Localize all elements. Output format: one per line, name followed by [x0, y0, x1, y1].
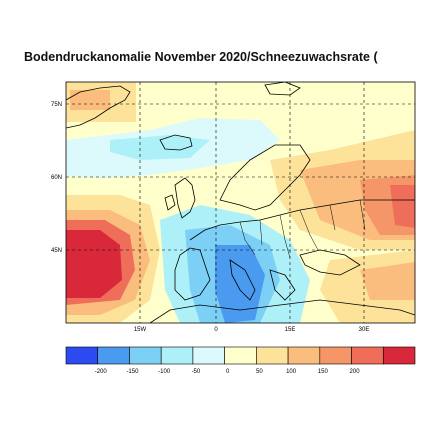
colorbar-swatch-1 [97, 346, 130, 365]
colorbar-label-2: -100 [158, 369, 171, 375]
lat-label-45: 45N [51, 248, 62, 254]
lon-label-30e: 30E [359, 327, 370, 333]
colorbar-label-3: -50 [192, 369, 201, 375]
colorbar-swatch-9 [351, 346, 384, 365]
colorbar-label-5: 50 [256, 369, 263, 375]
colorbar-label-1: -150 [126, 369, 139, 375]
lat-label-75: 75N [51, 102, 62, 108]
colorbar-swatch-3 [160, 346, 194, 365]
lon-label-15w: 15W [134, 327, 147, 333]
colorbar-swatch-0 [65, 346, 99, 365]
colorbar-swatch-5 [224, 346, 257, 365]
lon-label-15e: 15E [285, 327, 296, 333]
lat-axis: 75N 60N 45N [51, 102, 62, 254]
colorbar-swatch-8 [319, 346, 352, 365]
colorbar-label-8: 200 [350, 369, 361, 375]
colorbar-swatch-10 [382, 346, 416, 365]
colorbar-swatch-7 [287, 346, 321, 365]
anomaly-field [66, 82, 415, 323]
lon-axis: 15W 0 15E 30E [134, 327, 370, 333]
colorbar-swatch-4 [192, 346, 225, 365]
colorbar-label-6: 100 [286, 369, 297, 375]
colorbar-label-0: -200 [95, 369, 108, 375]
coastlines [66, 82, 415, 323]
colorbar-label-7: 150 [318, 369, 329, 375]
lat-label-60: 60N [51, 175, 62, 181]
map-title: Bodendruckanomalie November 2020/Schneez… [24, 50, 378, 64]
colorbar-swatch-2 [129, 346, 162, 365]
lon-label-0: 0 [214, 327, 218, 333]
map-frame [65, 81, 416, 324]
colorbar-label-4: 0 [226, 369, 230, 375]
graticule [66, 82, 415, 323]
colorbar: -200 -150 -100 -50 0 50 100 150 200 [65, 346, 416, 375]
colorbar-swatch-6 [256, 346, 289, 365]
